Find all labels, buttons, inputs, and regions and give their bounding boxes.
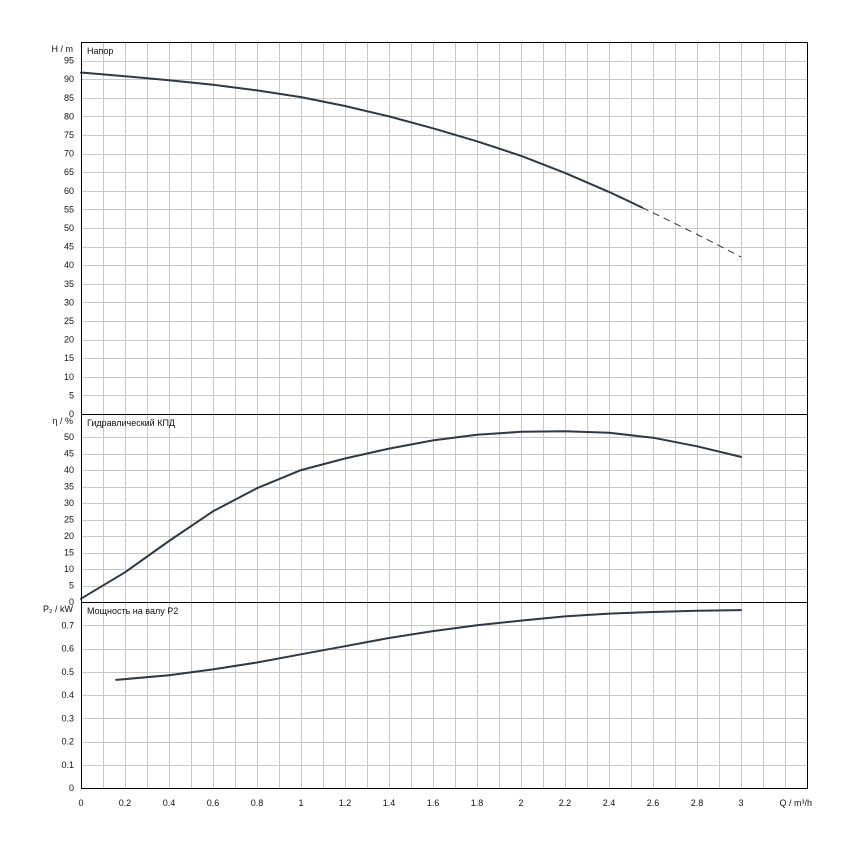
x-tick-label: 1.2 — [339, 798, 352, 808]
y-tick-label: 60 — [64, 186, 74, 196]
y-tick-label: 65 — [64, 167, 74, 177]
y-tick-label: 25 — [64, 515, 74, 525]
x-tick-label: 1.8 — [471, 798, 484, 808]
x-tick-label: 2 — [518, 798, 523, 808]
y-tick-label: 35 — [64, 279, 74, 289]
x-tick-label: 3 — [738, 798, 743, 808]
y-tick-label: 70 — [64, 149, 74, 159]
axis-text: 05101520253035404550556065707580859095На… — [43, 44, 812, 808]
x-tick-label: 0.4 — [163, 798, 176, 808]
y-axis-label: H / m — [52, 44, 74, 54]
y-tick-label: 0.3 — [61, 713, 74, 723]
y-tick-label: 15 — [64, 353, 74, 363]
y-tick-label: 40 — [64, 465, 74, 475]
x-tick-label: 1.6 — [427, 798, 440, 808]
x-tick-label: 2.8 — [691, 798, 704, 808]
x-tick-label: 2.6 — [647, 798, 660, 808]
y-tick-label: 10 — [64, 372, 74, 382]
y-tick-label: 25 — [64, 316, 74, 326]
y-tick-label: 50 — [64, 223, 74, 233]
panel-title: Мощность на валу P2 — [87, 606, 178, 616]
y-tick-label: 0 — [69, 783, 74, 793]
y-tick-label: 20 — [64, 335, 74, 345]
y-tick-label: 0.7 — [61, 620, 74, 630]
curve — [115, 609, 742, 681]
panel-frame — [81, 414, 808, 603]
x-axis-label: Q / m³/h — [779, 798, 812, 808]
y-tick-label: 45 — [64, 449, 74, 459]
curve-extrapolated — [641, 207, 742, 258]
y-tick-label: 5 — [69, 390, 74, 400]
x-tick-label: 0.6 — [207, 798, 220, 808]
y-tick-label: 40 — [64, 260, 74, 270]
curve — [80, 71, 643, 209]
x-tick-label: 0.2 — [119, 798, 132, 808]
y-tick-label: 30 — [64, 297, 74, 307]
x-tick-label: 2.4 — [603, 798, 616, 808]
y-tick-label: 0.2 — [61, 737, 74, 747]
y-tick-label: 20 — [64, 531, 74, 541]
y-tick-label: 90 — [64, 74, 74, 84]
y-tick-label: 45 — [64, 242, 74, 252]
panel-frame — [81, 602, 808, 789]
y-tick-label: 50 — [64, 432, 74, 442]
y-tick-label: 0 — [69, 409, 74, 419]
y-tick-label: 55 — [64, 204, 74, 214]
y-axis-label: η / % — [52, 416, 73, 426]
panel-title: Напор — [87, 46, 113, 56]
y-tick-label: 15 — [64, 548, 74, 558]
x-tick-label: 0.8 — [251, 798, 264, 808]
y-tick-label: 95 — [64, 56, 74, 66]
y-tick-label: 80 — [64, 111, 74, 121]
y-tick-label: 35 — [64, 482, 74, 492]
y-tick-label: 5 — [69, 581, 74, 591]
plot-frame — [81, 42, 808, 789]
y-tick-label: 0.4 — [61, 690, 74, 700]
x-tick-label: 0 — [78, 798, 83, 808]
y-axis-label: P₂ / kW — [43, 604, 73, 614]
y-tick-label: 85 — [64, 93, 74, 103]
y-tick-label: 75 — [64, 130, 74, 140]
y-tick-label: 0.6 — [61, 644, 74, 654]
curve — [80, 430, 742, 600]
x-tick-label: 1 — [298, 798, 303, 808]
y-tick-label: 0.1 — [61, 760, 74, 770]
y-tick-label: 30 — [64, 498, 74, 508]
y-tick-label: 0.5 — [61, 667, 74, 677]
panel-title: Гидравлический КПД — [87, 418, 175, 428]
curves — [80, 71, 742, 681]
y-tick-label: 10 — [64, 564, 74, 574]
y-tick-label: 0 — [69, 597, 74, 607]
x-tick-label: 1.4 — [383, 798, 396, 808]
x-tick-label: 2.2 — [559, 798, 572, 808]
